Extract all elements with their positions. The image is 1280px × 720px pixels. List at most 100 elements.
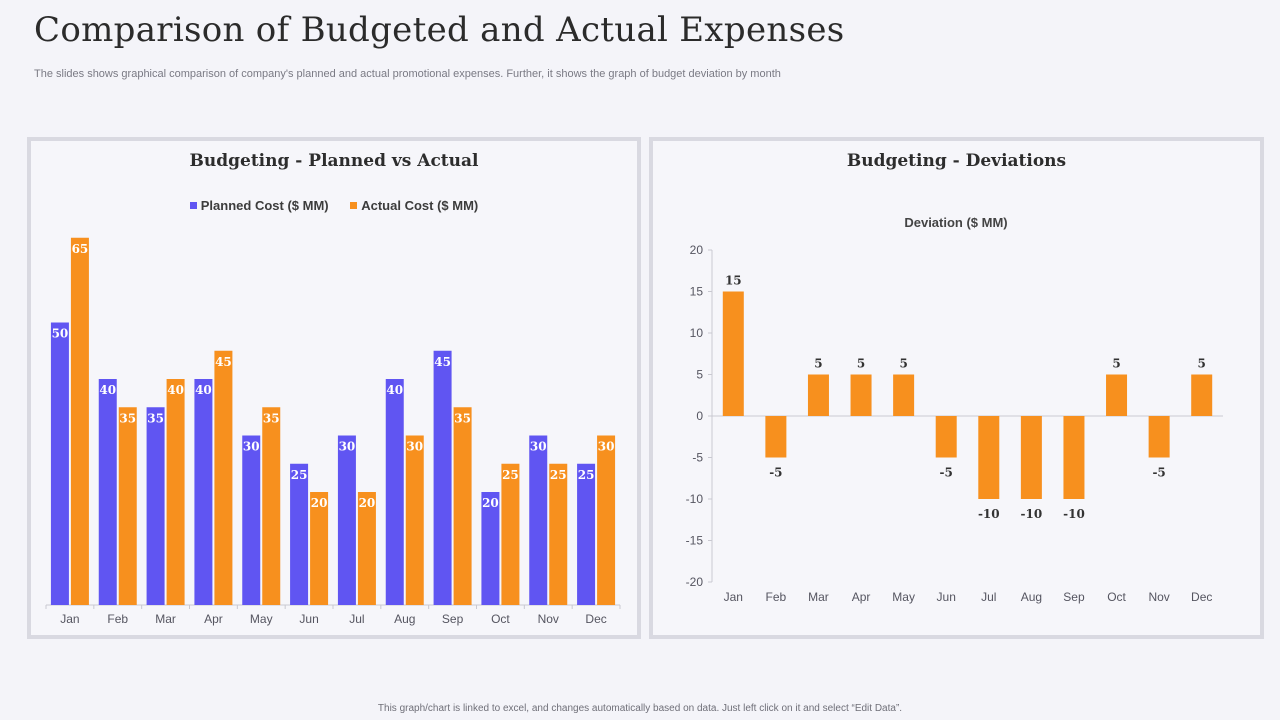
- x-tick-label: Aug: [394, 612, 415, 626]
- planned-vs-actual-chart[interactable]: 5065Jan4035Feb3540Mar4045Apr3035May2520J…: [31, 141, 637, 635]
- x-tick-label: Nov: [1148, 590, 1169, 604]
- data-label-planned: 40: [99, 383, 116, 397]
- bar-planned: [577, 463, 596, 605]
- planned-vs-actual-panel: Budgeting - Planned vs Actual Planned Co…: [27, 137, 641, 639]
- chart-title: Budgeting - Deviations: [846, 151, 1067, 171]
- data-label-deviation: 5: [857, 357, 865, 371]
- bar-actual: [310, 492, 329, 605]
- data-label-actual: 25: [502, 468, 519, 482]
- legend-label-actual: Actual Cost ($ MM): [361, 198, 479, 213]
- bar-deviation: [1148, 416, 1170, 458]
- bar-actual: [405, 435, 424, 605]
- legend-swatch-planned: [189, 202, 197, 209]
- bar-deviation: [850, 374, 872, 416]
- data-label-deviation: -5: [1152, 466, 1165, 480]
- bar-deviation: [765, 416, 787, 458]
- bar-actual: [214, 350, 233, 605]
- bar-planned: [290, 463, 309, 605]
- y-tick-label: -5: [692, 451, 703, 465]
- data-label-deviation: -10: [978, 507, 1000, 521]
- bar-actual: [70, 237, 89, 605]
- data-label-deviation: 5: [1112, 357, 1120, 371]
- x-tick-label: Oct: [1107, 590, 1126, 604]
- x-tick-label: Apr: [852, 590, 871, 604]
- bar-planned: [385, 379, 404, 605]
- x-tick-label: Jun: [299, 612, 318, 626]
- y-tick-label: -20: [686, 575, 704, 589]
- x-tick-label: Dec: [585, 612, 606, 626]
- chart-subtitle: Deviation ($ MM): [904, 215, 1007, 230]
- x-tick-label: Oct: [491, 612, 510, 626]
- data-label-deviation: -5: [769, 466, 782, 480]
- bar-actual: [549, 463, 568, 605]
- data-label-planned: 30: [339, 440, 356, 454]
- data-label-actual: 30: [598, 440, 615, 454]
- data-label-actual: 25: [550, 468, 567, 482]
- data-label-actual: 20: [359, 496, 376, 510]
- y-tick-label: 20: [690, 243, 704, 257]
- x-tick-label: Sep: [1063, 590, 1085, 604]
- x-tick-label: Sep: [442, 612, 464, 626]
- bar-deviation: [1063, 416, 1085, 499]
- bar-planned: [50, 322, 69, 605]
- data-label-actual: 65: [72, 242, 89, 256]
- data-label-actual: 45: [215, 355, 232, 369]
- y-tick-label: 15: [690, 285, 704, 299]
- y-tick-label: 10: [690, 326, 704, 340]
- data-label-planned: 30: [530, 440, 547, 454]
- data-label-planned: 20: [482, 496, 499, 510]
- data-label-planned: 40: [195, 383, 212, 397]
- bar-planned: [146, 407, 165, 605]
- data-label-planned: 25: [291, 468, 308, 482]
- bar-planned: [242, 435, 261, 605]
- data-label-planned: 25: [578, 468, 595, 482]
- bar-deviation: [1020, 416, 1042, 499]
- x-tick-label: May: [892, 590, 915, 604]
- bar-deviation: [722, 291, 744, 416]
- bar-planned: [337, 435, 356, 605]
- x-tick-label: Dec: [1191, 590, 1212, 604]
- bar-deviation: [893, 374, 915, 416]
- x-tick-label: Jul: [349, 612, 364, 626]
- deviations-chart[interactable]: Deviation ($ MM) 20 15 10 5 0 -5 -10 -15 -20 15 Jan…: [653, 141, 1260, 635]
- deviations-panel: Budgeting - Deviations Deviation ($ MM) 2…: [649, 137, 1264, 639]
- bar-planned: [98, 379, 117, 605]
- bar-planned: [481, 492, 500, 605]
- data-label-planned: 40: [386, 383, 403, 397]
- y-tick-label: 0: [696, 409, 703, 423]
- data-label-actual: 35: [119, 411, 136, 425]
- bar-actual: [118, 407, 137, 605]
- data-label-actual: 35: [454, 411, 471, 425]
- x-tick-label: Nov: [538, 612, 559, 626]
- x-tick-label: Jun: [937, 590, 956, 604]
- bar-deviation: [1106, 374, 1128, 416]
- slide-title: Comparison of Budgeted and Actual Expens…: [34, 10, 845, 50]
- x-tick-label: May: [250, 612, 273, 626]
- x-tick-label: Jul: [981, 590, 996, 604]
- x-tick-label: Aug: [1021, 590, 1042, 604]
- data-label-actual: 20: [311, 496, 328, 510]
- bar-actual: [501, 463, 520, 605]
- bar-actual: [166, 379, 185, 605]
- y-tick-label: 5: [696, 368, 703, 382]
- data-label-deviation: -5: [940, 466, 953, 480]
- data-label-deviation: -10: [1021, 507, 1043, 521]
- bar-planned: [194, 379, 213, 605]
- x-tick-label: Mar: [808, 590, 829, 604]
- footer-note: This graph/chart is linked to excel, and…: [377, 703, 903, 714]
- x-tick-label: Jan: [724, 590, 743, 604]
- x-tick-label: Feb: [766, 590, 787, 604]
- slide-subtitle: The slides shows graphical comparison of…: [34, 68, 781, 80]
- x-tick-label: Mar: [155, 612, 176, 626]
- data-label-actual: 40: [167, 383, 184, 397]
- data-label-deviation: 5: [899, 357, 907, 371]
- bar-deviation: [1191, 374, 1213, 416]
- data-label-planned: 30: [243, 440, 260, 454]
- bar-planned: [433, 350, 452, 605]
- bar-actual: [262, 407, 281, 605]
- data-label-deviation: 5: [1198, 357, 1206, 371]
- legend-item-planned: Planned Cost ($ MM): [189, 198, 329, 213]
- data-label-actual: 35: [263, 411, 280, 425]
- bar-deviation: [807, 374, 829, 416]
- bar-actual: [453, 407, 472, 605]
